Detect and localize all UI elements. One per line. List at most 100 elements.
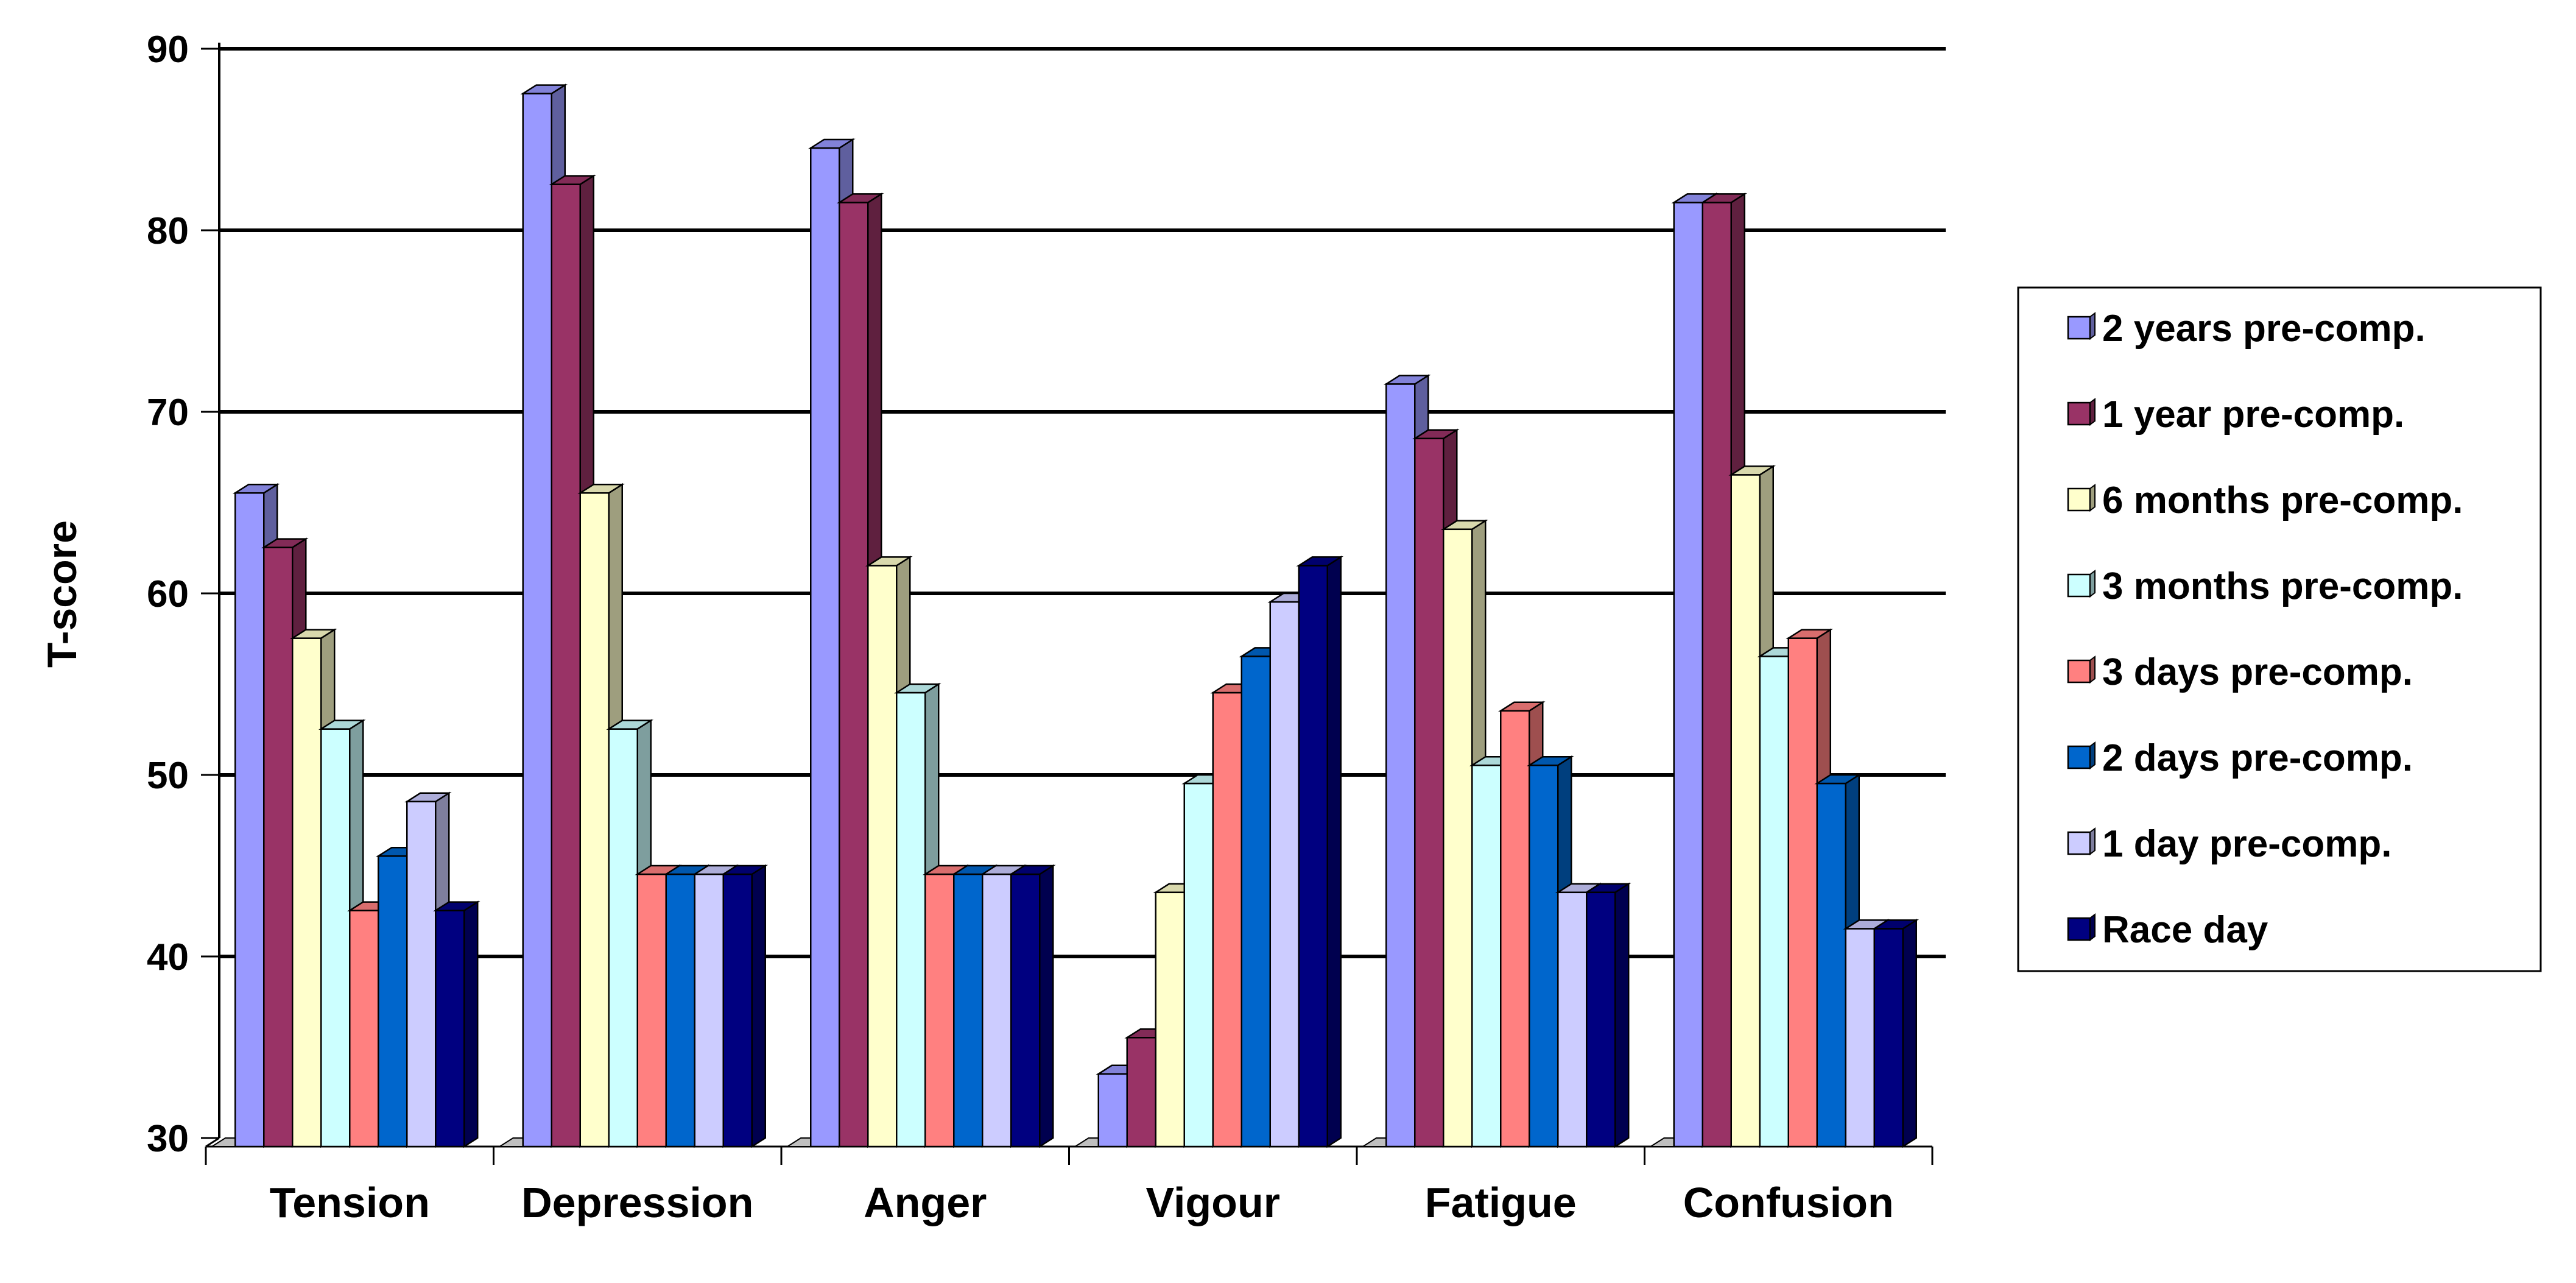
x-tick-label: Anger xyxy=(864,1179,987,1226)
bar-top xyxy=(606,719,654,730)
bar-top xyxy=(720,864,769,875)
bar-front xyxy=(1816,782,1846,1148)
legend-swatch-side xyxy=(2089,741,2096,769)
legend-label: 6 months pre-comp. xyxy=(2102,479,2463,521)
bar-top xyxy=(549,175,597,185)
bar-front xyxy=(1529,764,1559,1148)
legend-item: 6 months pre-comp. xyxy=(2067,479,2463,521)
bar-side xyxy=(1039,864,1054,1148)
bar-front xyxy=(1845,928,1875,1148)
y-axis-title: T-score xyxy=(39,520,85,668)
y-tick-label: 60 xyxy=(147,573,189,615)
bar-top xyxy=(1871,919,1920,930)
bar-front xyxy=(234,492,265,1148)
bar xyxy=(720,864,769,1148)
bar-front xyxy=(551,183,581,1148)
bar-front xyxy=(896,691,926,1148)
legend-label: 2 years pre-comp. xyxy=(2102,308,2426,350)
legend-item: 1 year pre-comp. xyxy=(2067,394,2404,436)
bar-top xyxy=(1583,883,1631,894)
bar-front xyxy=(1557,891,1588,1148)
bar-front xyxy=(1126,1036,1156,1148)
bar-front xyxy=(1586,891,1616,1148)
bar xyxy=(432,900,480,1148)
x-tick-label: Tension xyxy=(270,1179,430,1226)
legend-swatch xyxy=(2067,831,2091,855)
legend-item: 3 months pre-comp. xyxy=(2067,565,2463,607)
bar-top xyxy=(404,792,452,803)
legend-swatch xyxy=(2067,487,2091,512)
legend-swatch-side xyxy=(2089,656,2096,684)
bar-front xyxy=(1385,383,1416,1148)
x-tick-label: Vigour xyxy=(1146,1179,1280,1226)
y-tick-label: 50 xyxy=(147,755,189,797)
bar-front xyxy=(1759,656,1789,1148)
bar-front xyxy=(1010,873,1041,1148)
bar-front xyxy=(1443,528,1473,1148)
bar-front xyxy=(406,801,437,1148)
bar-front xyxy=(810,147,840,1148)
x-tick-label: Depression xyxy=(521,1179,753,1226)
bar-top xyxy=(1728,465,1776,476)
legend-swatch xyxy=(2067,917,2091,941)
bar-side xyxy=(1614,882,1630,1148)
legend-swatch-side xyxy=(2089,827,2096,855)
legend-label: Race day xyxy=(2102,909,2268,951)
bar-front xyxy=(435,910,465,1148)
y-tick-label: 80 xyxy=(147,210,189,252)
bar xyxy=(1008,864,1056,1148)
bar-top xyxy=(1440,520,1488,531)
legend-swatch xyxy=(2067,659,2091,684)
bar-front xyxy=(867,565,898,1148)
bar-front xyxy=(1414,437,1445,1148)
axis-labels: 30 40 50 60 70 80 90 Tension Depression Anger Vigo… xyxy=(39,29,1894,1226)
legend-swatch-side xyxy=(2089,570,2096,598)
bar-front xyxy=(263,546,294,1148)
bar-front xyxy=(1730,474,1761,1148)
legend-box xyxy=(2017,286,2542,972)
bar-front xyxy=(1500,710,1530,1148)
bar-front xyxy=(839,202,869,1148)
bar-top xyxy=(893,683,941,694)
bar-top xyxy=(836,193,884,203)
bar-front xyxy=(1212,691,1242,1148)
y-tick-label: 90 xyxy=(147,29,189,71)
legend-label: 1 year pre-comp. xyxy=(2102,394,2404,436)
bar-front xyxy=(1240,656,1271,1148)
bar-front xyxy=(1269,601,1300,1148)
bar-front xyxy=(608,728,638,1148)
legend-swatch-side xyxy=(2089,913,2096,941)
bar-side xyxy=(1326,556,1342,1148)
legend-swatch xyxy=(2067,316,2091,340)
bars xyxy=(232,83,1920,1148)
bar xyxy=(1583,882,1631,1148)
bar-top xyxy=(1296,556,1344,567)
bar-top xyxy=(432,901,480,911)
bar-front xyxy=(579,492,610,1148)
bar-front xyxy=(1155,891,1185,1148)
bar-front xyxy=(722,873,753,1148)
x-tick-label: Confusion xyxy=(1683,1179,1894,1226)
legend-item: 1 day pre-comp. xyxy=(2067,823,2391,865)
bar-front xyxy=(292,637,322,1148)
gridlines xyxy=(219,47,1946,958)
bar-top xyxy=(1526,755,1574,766)
floor-edge xyxy=(205,1137,220,1148)
legend-swatch-side xyxy=(2089,312,2096,340)
legend-swatch xyxy=(2067,745,2091,769)
x-tick-label: Fatigue xyxy=(1425,1179,1577,1226)
bar-top xyxy=(1700,193,1748,203)
bar-top xyxy=(1008,864,1056,875)
bar xyxy=(606,719,654,1148)
bar-front xyxy=(694,873,724,1148)
bar-front xyxy=(1097,1073,1128,1148)
legend-label: 1 day pre-comp. xyxy=(2102,823,2391,865)
bar-front xyxy=(1298,565,1328,1148)
bar-front xyxy=(522,93,552,1148)
legend-item: 2 days pre-comp. xyxy=(2067,737,2413,779)
legend-swatch-side xyxy=(2089,484,2096,512)
bar-front xyxy=(1787,637,1818,1148)
bar-front xyxy=(953,873,984,1148)
